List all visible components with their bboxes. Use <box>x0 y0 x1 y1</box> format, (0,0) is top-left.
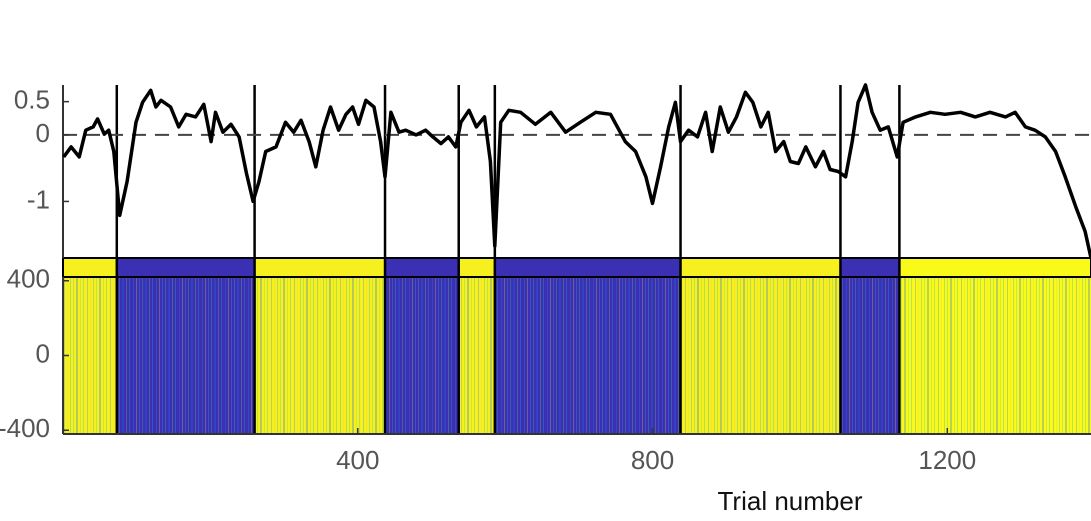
state-bar <box>116 258 255 277</box>
state-bar-frame <box>62 257 1091 278</box>
y-tick-label: 0.5 <box>14 85 50 115</box>
heatmap-texture <box>63 277 1091 434</box>
x-tick-label: 800 <box>631 445 674 475</box>
state-bar <box>899 258 1091 277</box>
state-bar <box>680 258 841 277</box>
y-tick-label: 0 <box>36 338 50 368</box>
y-tick-label: 0 <box>36 118 50 148</box>
state-bar <box>840 258 900 277</box>
state-bar <box>254 258 386 277</box>
state-bar <box>494 258 681 277</box>
x-tick-label: 400 <box>336 445 379 475</box>
line <box>62 83 1091 259</box>
x-axis-label: Trial number <box>718 486 863 516</box>
y-tick-label: 400 <box>7 264 50 294</box>
state-bar <box>458 258 495 277</box>
x-tick-label: 1200 <box>918 445 976 475</box>
state-bar <box>385 258 459 277</box>
y-tick-label: -1 <box>27 184 50 214</box>
y-tick-label: -400 <box>0 413 50 443</box>
state-bar <box>63 258 117 277</box>
